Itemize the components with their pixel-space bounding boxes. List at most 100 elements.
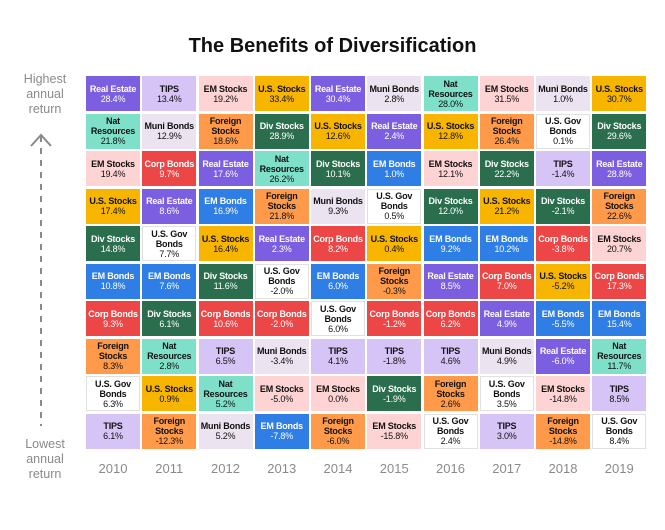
asset-class-label: U.S. Gov Bonds xyxy=(376,191,413,211)
return-value: -15.8% xyxy=(380,431,409,441)
return-value: 0.0% xyxy=(328,393,348,404)
year-label: 2014 xyxy=(323,461,353,476)
return-cell: U.S. Gov Bonds 0.1% xyxy=(536,113,590,149)
return-value: -2.0% xyxy=(270,318,293,329)
return-cell: TIPS -1.8% xyxy=(367,338,422,374)
return-value: 9.2% xyxy=(440,243,461,254)
return-value: -2.1% xyxy=(551,206,575,216)
return-cell: Div Stocks 28.9% xyxy=(254,113,309,149)
return-value: 1.0% xyxy=(553,93,573,104)
return-cell: EM Stocks -5.0% xyxy=(254,376,309,411)
return-cell: EM Bonds 10.2% xyxy=(479,226,534,261)
return-cell: Real Estate 28.8% xyxy=(592,151,647,186)
return-value: 26.2% xyxy=(269,173,295,184)
return-cell: EM Bonds 6.0% xyxy=(311,263,365,299)
return-cell: U.S. Stocks 17.4% xyxy=(86,188,140,224)
return-value: 28.4% xyxy=(100,93,126,104)
return-value: 22.6% xyxy=(606,211,632,221)
asset-class-label: Muni Bonds xyxy=(482,346,532,356)
year-label: 2015 xyxy=(379,461,409,476)
return-value: 4.1% xyxy=(328,356,348,366)
asset-class-label: Real Estate xyxy=(427,271,474,281)
asset-class-label: EM Stocks xyxy=(203,83,248,94)
return-cell: EM Bonds -5.5% xyxy=(536,301,590,336)
year-label: 2017 xyxy=(492,461,522,476)
return-cell: Muni Bonds 5.2% xyxy=(198,413,253,449)
asset-class-label: U.S. Stocks xyxy=(201,233,250,244)
asset-class-label: Nat Resources xyxy=(428,78,473,99)
return-value: -12.3% xyxy=(155,436,184,446)
return-cell: Foreign Stocks -6.0% xyxy=(311,413,365,449)
return-value: 8.2% xyxy=(328,243,348,254)
asset-class-label: Muni Bonds xyxy=(538,83,588,94)
asset-class-label: U.S. Stocks xyxy=(314,121,362,131)
return-value: 9.3% xyxy=(103,318,123,329)
asset-class-label: U.S. Gov Bonds xyxy=(601,416,638,436)
asset-class-label: Foreign Stocks xyxy=(603,191,636,211)
return-value: 28.0% xyxy=(438,98,463,109)
return-value: 8.5% xyxy=(440,281,461,291)
asset-class-label: Nat Resources xyxy=(259,153,304,174)
return-cell: EM Stocks -15.8% xyxy=(367,413,422,449)
return-value: 3.5% xyxy=(496,398,517,409)
asset-class-label: U.S. Gov Bonds xyxy=(263,266,300,286)
year-label: 2013 xyxy=(267,461,297,476)
return-value: 7.6% xyxy=(159,281,180,291)
return-cell: Div Stocks 6.1% xyxy=(142,301,197,336)
return-value: -7.8% xyxy=(270,431,293,441)
return-cell: U.S. Gov Bonds 2.4% xyxy=(423,413,478,449)
return-value: 10.6% xyxy=(213,318,238,329)
asset-class-label: Corp Bonds xyxy=(594,271,645,281)
highest-return-label: Highest annual return xyxy=(23,72,67,116)
return-value: -14.8% xyxy=(549,393,577,404)
return-value: 6.1% xyxy=(159,318,180,329)
return-value: 31.5% xyxy=(494,93,520,104)
asset-class-label: Nat Resources xyxy=(90,116,136,136)
asset-class-label: Real Estate xyxy=(371,121,418,131)
return-value: -5.2% xyxy=(551,281,575,291)
return-cell: Real Estate 28.4% xyxy=(86,76,140,111)
return-cell: U.S. Stocks 16.4% xyxy=(198,226,253,261)
return-cell: Foreign Stocks 21.8% xyxy=(254,188,309,224)
asset-class-label: EM Stocks xyxy=(428,158,473,169)
return-cell: Real Estate 8.5% xyxy=(423,263,478,299)
asset-class-label: TIPS xyxy=(328,346,348,356)
return-value: -6.0% xyxy=(551,356,575,366)
asset-class-label: Foreign Stocks xyxy=(490,116,523,136)
return-value: 8.4% xyxy=(609,436,630,446)
return-value: 17.6% xyxy=(213,168,238,179)
return-cell: U.S. Stocks 0.4% xyxy=(367,226,422,261)
return-cell: Foreign Stocks 2.6% xyxy=(423,376,478,411)
return-value: 6.0% xyxy=(328,281,348,291)
asset-class-label: EM Bonds xyxy=(260,421,304,431)
return-cell: EM Bonds 16.9% xyxy=(198,188,253,224)
return-value: 17.4% xyxy=(100,206,126,216)
return-value: 10.2% xyxy=(494,243,520,254)
return-value: -6.0% xyxy=(326,436,350,446)
return-cell: Div Stocks 14.8% xyxy=(86,226,140,261)
return-value: -0.3% xyxy=(382,286,406,296)
asset-class-label: Muni Bonds xyxy=(313,196,363,206)
return-cell: Foreign Stocks -14.8% xyxy=(536,413,590,449)
return-value: 19.2% xyxy=(213,93,238,104)
asset-class-label: Foreign Stocks xyxy=(97,341,129,361)
return-cell: U.S. Gov Bonds -2.0% xyxy=(254,263,309,299)
asset-class-label: U.S. Gov Bonds xyxy=(320,303,356,324)
return-cell: U.S. Stocks 21.2% xyxy=(479,188,534,224)
asset-class-label: U.S. Gov Bonds xyxy=(95,378,131,399)
return-value: 12.1% xyxy=(438,168,463,179)
asset-class-label: TIPS xyxy=(215,346,236,356)
return-value: 6.3% xyxy=(103,398,123,409)
return-value: 0.1% xyxy=(553,136,573,146)
asset-class-label: EM Bonds xyxy=(598,308,641,319)
return-value: 12.8% xyxy=(438,131,463,141)
return-cell: Corp Bonds 8.2% xyxy=(311,226,365,261)
return-value: -1.4% xyxy=(551,168,575,179)
asset-class-label: Muni Bonds xyxy=(144,121,195,131)
asset-class-label: Foreign Stocks xyxy=(547,416,579,436)
return-value: 8.3% xyxy=(103,361,123,371)
return-cell: Muni Bonds 2.8% xyxy=(367,76,422,111)
asset-class-label: U.S. Stocks xyxy=(539,271,587,281)
asset-class-label: EM Bonds xyxy=(373,158,416,169)
